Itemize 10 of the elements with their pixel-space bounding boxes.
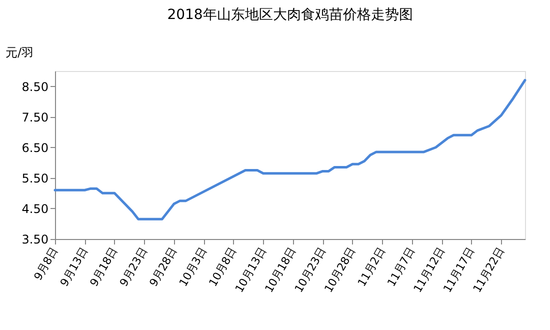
y-axis-title: 元/羽 xyxy=(6,46,34,60)
y-tick-label: 7.50 xyxy=(22,110,48,124)
chart-title: 2018年山东地区大肉食鸡苗价格走势图 xyxy=(167,7,413,23)
y-tick-label: 3.50 xyxy=(22,232,48,246)
y-tick-label: 6.50 xyxy=(22,140,48,155)
line-series xyxy=(54,78,526,220)
x-tick-label: 11月2日 xyxy=(355,245,388,289)
y-tick-label: 5.50 xyxy=(22,171,48,186)
y-tick-label: 8.50 xyxy=(22,80,48,94)
y-tick-label: 4.50 xyxy=(22,202,48,216)
